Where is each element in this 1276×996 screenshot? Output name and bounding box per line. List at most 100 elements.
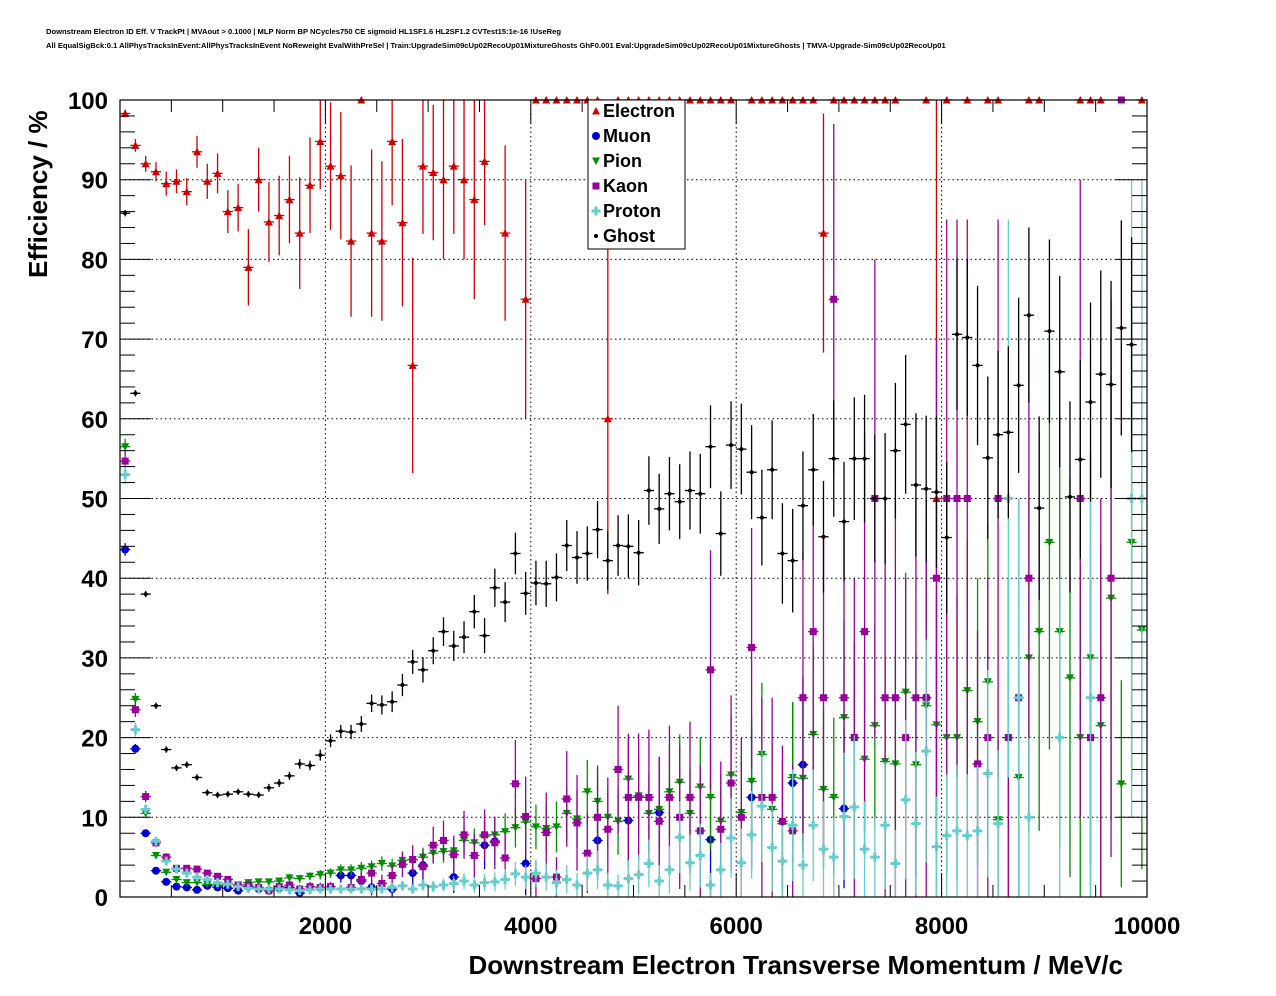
proton-data-point [151, 836, 161, 846]
electron-data-point [470, 195, 479, 204]
legend-label-muon: Muon [603, 126, 651, 146]
ghost-data-point [718, 531, 723, 536]
pion-data-point [326, 869, 335, 878]
proton-data-point [120, 470, 130, 480]
ghost-data-point [482, 633, 487, 638]
pion-data-point [182, 879, 191, 887]
proton-data-point [428, 882, 438, 892]
proton-data-point [644, 859, 654, 869]
kaon-data-point [799, 694, 807, 702]
kaon-data-point [419, 863, 427, 871]
y-tick-label: 10 [81, 805, 108, 832]
proton-data-point [521, 872, 531, 882]
proton-data-point [993, 819, 1003, 829]
proton-data-point [531, 868, 541, 878]
proton-data-point [880, 820, 890, 830]
proton-data-point [777, 856, 787, 866]
ghost-data-point [287, 773, 292, 778]
kaon-data-point [819, 694, 827, 702]
proton-data-point [1086, 693, 1096, 703]
ghost-data-point [698, 491, 703, 496]
kaon-data-point [655, 817, 663, 825]
legend-label-proton: Proton [603, 201, 661, 221]
electron-data-point [172, 177, 181, 185]
ghost-data-point [492, 585, 497, 590]
pion-data-point [1045, 538, 1054, 547]
y-tick-label: 30 [81, 646, 108, 673]
proton-data-point [675, 832, 685, 842]
kaon-data-point [932, 574, 940, 582]
electron-data-point [305, 181, 314, 189]
electron-data-point [182, 187, 191, 196]
electron-data-point [480, 157, 489, 165]
ghost-data-point [328, 738, 333, 743]
ghost-data-point [123, 211, 128, 216]
chart-title-line-2: All EqualSigBck:0.1 AllPhysTracksInEvent… [46, 41, 946, 50]
ghost-data-point [1037, 506, 1042, 511]
kaon-data-point [491, 839, 499, 847]
pion-data-point [151, 852, 160, 860]
kaon-data-point [912, 694, 920, 702]
ghost-data-point [513, 551, 518, 556]
x-tick-label: 8000 [915, 913, 968, 940]
electron-data-point [408, 361, 417, 369]
pion-data-point [305, 872, 314, 881]
ghost-data-point [266, 785, 271, 790]
pion-data-point [1065, 674, 1074, 682]
ghost-data-point [1088, 400, 1093, 405]
legend-label-electron: Electron [603, 101, 675, 121]
proton-data-point [305, 885, 315, 895]
pion-data-point [377, 860, 386, 868]
kaon-data-point [604, 825, 612, 833]
electron-data-point [193, 147, 202, 156]
ghost-data-point [349, 730, 354, 735]
kaon-data-point [830, 295, 838, 303]
ghost-data-point [831, 456, 836, 461]
ghost-data-point [585, 551, 590, 556]
proton-data-point [408, 884, 418, 894]
ghost-data-point [985, 455, 990, 460]
electron-data-point [213, 169, 222, 177]
muon-data-point [141, 829, 150, 838]
pion-data-point [162, 868, 171, 877]
ghost-data-point [359, 722, 364, 727]
pion-data-point [295, 875, 304, 883]
proton-data-point [921, 746, 931, 756]
ghost-data-point [215, 792, 220, 797]
ghost-data-point [759, 515, 764, 520]
kaon-data-point [861, 628, 869, 636]
ghost-data-point [523, 591, 528, 596]
kaon-data-point [974, 760, 982, 768]
ghost-data-point [431, 648, 436, 653]
legend-marker-proton [591, 206, 601, 216]
electron-data-point [377, 237, 386, 245]
y-axis-title: Efficiency / % [23, 110, 53, 278]
proton-data-point [582, 868, 592, 878]
series-proton [120, 179, 1147, 897]
electron-data-point [203, 177, 212, 185]
kaon-data-point [224, 875, 232, 883]
electron-data-point [418, 162, 427, 170]
proton-data-point [736, 858, 746, 868]
ghost-data-point [410, 659, 415, 664]
electron-data-point [275, 211, 284, 220]
pion-data-point [531, 823, 540, 831]
electron-data-point [603, 414, 612, 423]
proton-data-point [962, 831, 972, 841]
electron-data-point [131, 141, 140, 149]
proton-data-point [469, 880, 479, 890]
proton-data-point [798, 860, 808, 870]
ghost-data-point [924, 486, 929, 491]
proton-data-point [634, 870, 644, 880]
proton-data-point [808, 820, 818, 830]
electron-data-point [234, 203, 243, 212]
x-tick-label: 10000 [1114, 913, 1181, 940]
ghost-data-point [184, 762, 189, 767]
pion-data-point [316, 871, 325, 879]
muon-data-point [131, 744, 140, 753]
ghost-data-point [246, 792, 251, 797]
pion-data-point [203, 880, 212, 889]
pion-data-point [1035, 628, 1044, 636]
muon-data-point [521, 859, 530, 868]
y-tick-label: 100 [68, 88, 108, 115]
